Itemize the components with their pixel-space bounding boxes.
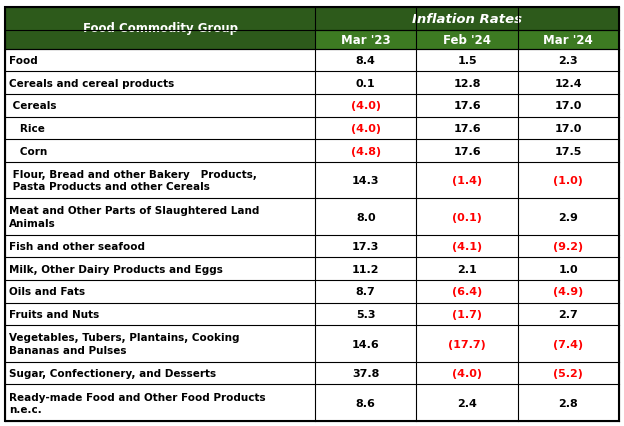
Text: 17.6: 17.6 [453,124,481,134]
Bar [416,31,518,50]
Text: 14.6: 14.6 [352,339,379,349]
Bar [5,303,619,325]
Text: 17.0: 17.0 [555,124,582,134]
Text: Mar '24: Mar '24 [544,34,593,46]
Text: Inflation Rates: Inflation Rates [412,13,522,26]
Text: 17.5: 17.5 [555,146,582,156]
Text: Corn: Corn [9,146,47,156]
Text: (0.1): (0.1) [452,212,482,222]
Bar [5,385,619,421]
Text: Rice: Rice [9,124,45,134]
Text: (6.4): (6.4) [452,287,482,297]
Text: Fish and other seafood: Fish and other seafood [9,242,145,252]
Bar [5,31,315,50]
Text: 12.8: 12.8 [453,78,480,89]
Text: Fruits and Nuts: Fruits and Nuts [9,309,99,319]
Bar [5,199,619,235]
Bar [5,325,619,362]
Text: 17.6: 17.6 [453,101,481,111]
Text: 8.4: 8.4 [356,56,376,66]
Bar [5,8,619,31]
Bar [315,8,619,31]
Bar [5,162,619,199]
Text: (1.4): (1.4) [452,176,482,186]
Text: 1.5: 1.5 [457,56,477,66]
Bar [5,117,619,140]
Text: (4.0): (4.0) [351,124,381,134]
Text: Oils and Fats: Oils and Fats [9,287,85,297]
Bar [5,50,619,72]
Text: Food Commodity Group: Food Commodity Group [82,22,238,35]
Bar [315,31,416,50]
Text: 8.6: 8.6 [356,398,376,408]
Text: 37.8: 37.8 [352,368,379,378]
Text: Vegetables, Tubers, Plantains, Cooking
Bananas and Pulses: Vegetables, Tubers, Plantains, Cooking B… [9,333,240,355]
Text: (9.2): (9.2) [553,242,583,252]
Text: 8.7: 8.7 [356,287,376,297]
Bar [5,280,619,303]
Text: 14.3: 14.3 [352,176,379,186]
Text: Sugar, Confectionery, and Desserts: Sugar, Confectionery, and Desserts [9,368,216,378]
Bar [518,31,619,50]
Text: 2.3: 2.3 [558,56,578,66]
Text: 8.0: 8.0 [356,212,376,222]
Text: (4.8): (4.8) [351,146,381,156]
Bar [5,140,619,162]
Text: 17.0: 17.0 [555,101,582,111]
Bar [5,72,619,95]
Text: Cereals and cereal products: Cereals and cereal products [9,78,174,89]
Text: (4.1): (4.1) [452,242,482,252]
Text: (5.2): (5.2) [553,368,583,378]
Bar [5,8,315,50]
Text: Milk, Other Dairy Products and Eggs: Milk, Other Dairy Products and Eggs [9,264,223,274]
Text: Cereals: Cereals [9,101,57,111]
Text: 5.3: 5.3 [356,309,376,319]
Text: Mar '23: Mar '23 [341,34,391,46]
Text: (7.4): (7.4) [553,339,583,349]
Text: 12.4: 12.4 [555,78,582,89]
Text: 2.7: 2.7 [558,309,578,319]
Text: 11.2: 11.2 [352,264,379,274]
Text: Flour, Bread and other Bakery   Products,
 Pasta Products and other Cereals: Flour, Bread and other Bakery Products, … [9,170,257,192]
Text: 1.0: 1.0 [558,264,578,274]
Text: (4.9): (4.9) [553,287,583,297]
Text: Ready-made Food and Other Food Products
n.e.c.: Ready-made Food and Other Food Products … [9,391,266,414]
Text: (17.7): (17.7) [448,339,486,349]
Text: 17.6: 17.6 [453,146,481,156]
Bar [5,95,619,117]
Text: Meat and Other Parts of Slaughtered Land
Animals: Meat and Other Parts of Slaughtered Land… [9,206,260,228]
Bar [5,258,619,280]
Text: 2.8: 2.8 [558,398,578,408]
Text: 2.1: 2.1 [457,264,477,274]
Bar [5,235,619,258]
Text: 2.9: 2.9 [558,212,578,222]
Text: Feb '24: Feb '24 [443,34,491,46]
Text: 2.4: 2.4 [457,398,477,408]
Text: (1.0): (1.0) [553,176,583,186]
Text: (4.0): (4.0) [351,101,381,111]
Text: 17.3: 17.3 [352,242,379,252]
Bar [5,362,619,385]
Text: Food: Food [9,56,37,66]
Text: (4.0): (4.0) [452,368,482,378]
Text: 0.1: 0.1 [356,78,376,89]
Text: (1.7): (1.7) [452,309,482,319]
